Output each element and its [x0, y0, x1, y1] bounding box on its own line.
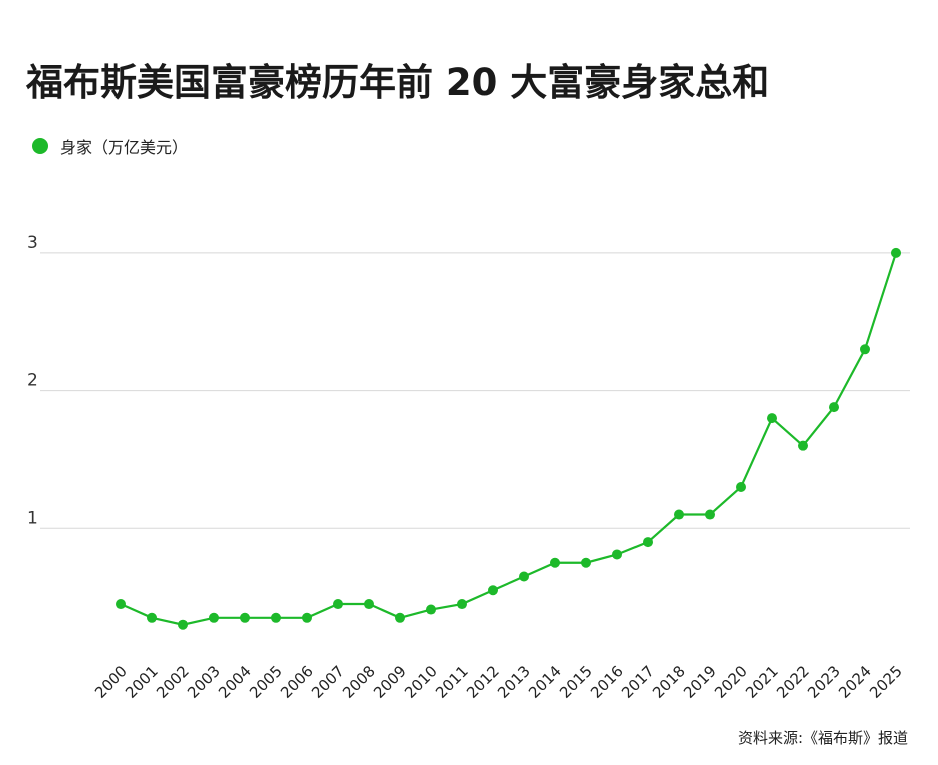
data-point	[333, 599, 343, 610]
x-tick-label: 2011	[432, 662, 472, 702]
x-tick-label: 2014	[525, 662, 565, 702]
chart-title: 福布斯美国富豪榜历年前 20 大富豪身家总和	[26, 61, 770, 104]
data-point	[364, 599, 374, 610]
x-tick-label: 2005	[246, 662, 286, 702]
x-tick-label: 2018	[649, 662, 689, 702]
x-tick-label: 2000	[91, 662, 131, 702]
data-point	[860, 344, 870, 355]
data-point	[302, 612, 312, 623]
x-tick-label: 2007	[308, 662, 348, 702]
x-tick-label: 2002	[153, 662, 193, 702]
legend-label: 身家（万亿美元）	[60, 138, 189, 157]
x-tick-label: 2003	[184, 662, 224, 702]
x-tick-label: 2010	[401, 662, 441, 702]
data-point	[209, 612, 219, 623]
data-point	[488, 585, 498, 596]
y-tick-label: 1	[27, 508, 38, 528]
y-tick-label: 3	[27, 233, 38, 253]
data-point	[798, 440, 808, 451]
data-point	[581, 557, 591, 568]
series-line	[120, 252, 898, 626]
x-tick-label: 2006	[277, 662, 317, 702]
x-tick-label: 2001	[122, 662, 162, 702]
x-tick-label: 2012	[463, 662, 503, 702]
data-point	[116, 599, 126, 610]
data-point	[395, 612, 405, 623]
x-tick-label: 2021	[742, 662, 782, 702]
data-point	[519, 571, 529, 582]
x-tick-label: 2025	[866, 662, 906, 702]
x-tick-label: 2008	[339, 662, 379, 702]
legend-marker-icon	[32, 138, 48, 154]
x-tick-label: 2009	[370, 662, 410, 702]
x-tick-label: 2022	[773, 662, 813, 702]
legend: 身家（万亿美元）	[32, 134, 188, 158]
x-tick-label: 2023	[804, 662, 844, 702]
data-point	[674, 509, 684, 520]
data-point	[457, 599, 467, 610]
x-tick-label: 2019	[680, 662, 720, 702]
data-point	[426, 604, 436, 615]
data-point	[705, 509, 715, 520]
data-point	[178, 619, 188, 630]
data-point	[643, 537, 653, 548]
data-point	[271, 612, 281, 623]
data-point	[240, 612, 250, 623]
data-point	[829, 402, 839, 413]
data-point	[891, 247, 901, 258]
x-tick-label: 2013	[494, 662, 534, 702]
x-tick-label: 2024	[835, 662, 875, 702]
x-tick-label: 2016	[587, 662, 627, 702]
x-tick-label: 2004	[215, 662, 255, 702]
x-tick-label: 2017	[618, 662, 658, 702]
data-point	[612, 549, 622, 560]
x-tick-label: 2015	[556, 662, 596, 702]
data-point	[550, 557, 560, 568]
data-point	[767, 413, 777, 424]
data-point	[736, 481, 746, 492]
source-note: 资料来源:《福布斯》报道	[737, 729, 908, 747]
data-point	[147, 612, 157, 623]
x-tick-label: 2020	[711, 662, 751, 702]
y-tick-label: 2	[27, 371, 38, 391]
